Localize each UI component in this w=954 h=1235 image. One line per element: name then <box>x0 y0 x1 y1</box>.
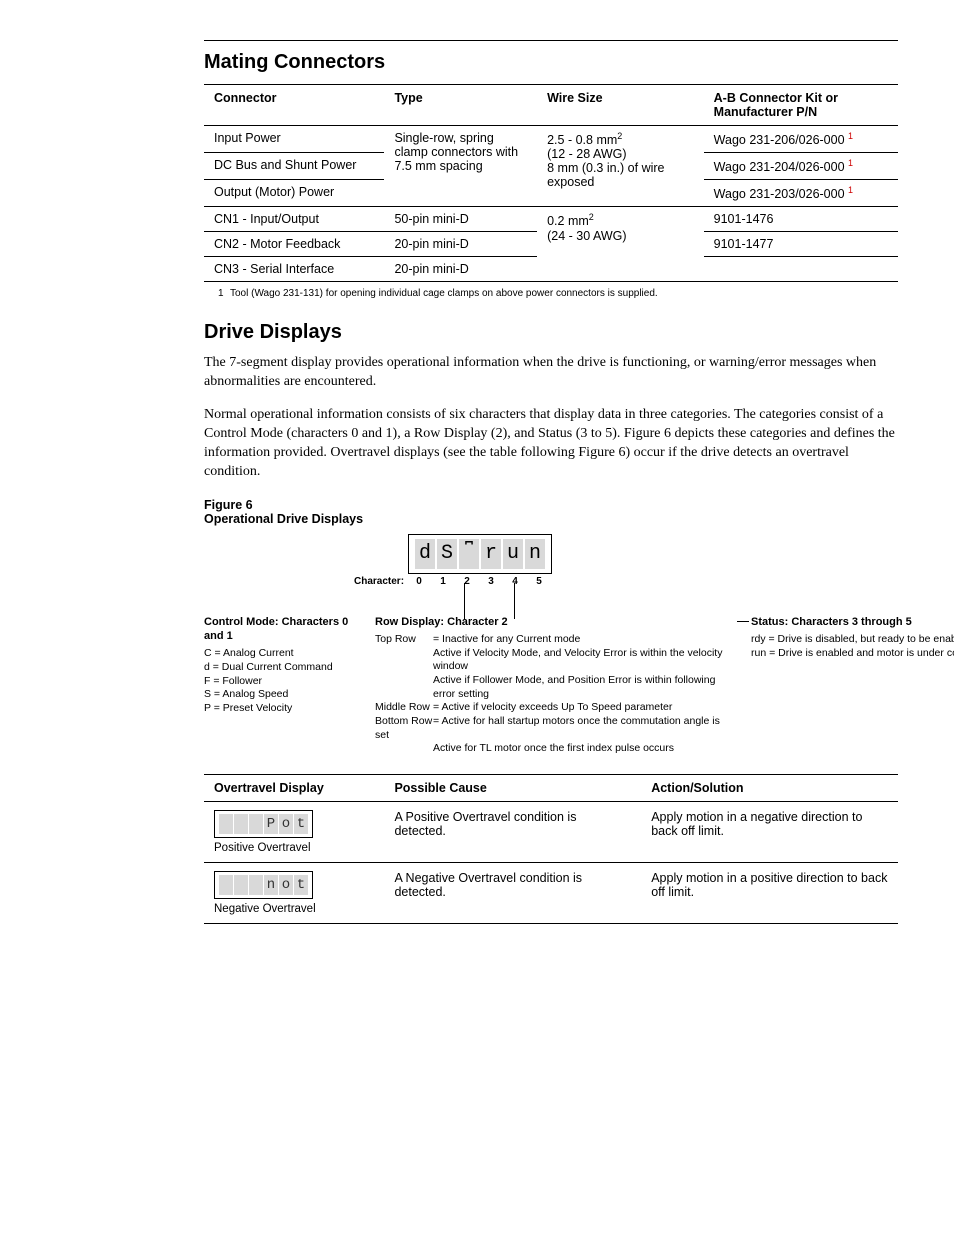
row-display-col: Row Display: Character 2 Top Row= Inacti… <box>375 615 735 756</box>
seg-cell: n <box>525 539 545 569</box>
mini-seg: t <box>294 814 308 834</box>
cell-wire-group2: 0.2 mm2 (24 - 30 AWG) <box>537 207 704 282</box>
mini-seg <box>219 814 233 834</box>
control-line: S = Analog Speed <box>204 688 359 702</box>
th-ot-action: Action/Solution <box>641 774 898 801</box>
th-type: Type <box>384 85 537 126</box>
drive-paragraph-1: The 7-segment display provides operation… <box>204 354 898 392</box>
th-pn: A-B Connector Kit or Manufacturer P/N <box>704 85 898 126</box>
seg-cell: r <box>481 539 501 569</box>
cell-type: 20-pin mini-D <box>384 232 537 257</box>
status-line: run = Drive is enabled and motor is unde… <box>751 647 954 661</box>
row-line: Active if Follower Mode, and Position Er… <box>375 674 735 701</box>
cell-type: 20-pin mini-D <box>384 257 537 282</box>
cell-connector: CN3 - Serial Interface <box>204 257 384 282</box>
cell-pn <box>704 257 898 282</box>
seven-seg-wrap: Character: d S ⎴ r u n 0 1 2 3 4 5 <box>354 534 898 587</box>
th-connector: Connector <box>204 85 384 126</box>
ot-seven-seg: P o t <box>214 810 313 838</box>
seg-index: 3 <box>480 576 502 587</box>
page-content: Mating Connectors Connector Type Wire Si… <box>204 40 898 924</box>
mini-seg <box>234 875 248 895</box>
seg-index: 1 <box>432 576 454 587</box>
mini-seg: o <box>279 814 293 834</box>
cell-type-group: Single-row, spring clamp connectors with… <box>384 126 537 207</box>
seg-cell: S <box>437 539 457 569</box>
row-line: Active if Velocity Mode, and Velocity Er… <box>375 647 735 674</box>
seven-seg-box: d S ⎴ r u n 0 1 2 3 4 5 <box>408 534 552 587</box>
ot-seven-seg: n o t <box>214 871 313 899</box>
cell-wire-group1: 2.5 - 0.8 mm2 (12 - 28 AWG) 8 mm (0.3 in… <box>537 126 704 207</box>
mini-seg <box>219 875 233 895</box>
mini-seg <box>234 814 248 834</box>
section-heading-drive: Drive Displays <box>204 321 898 344</box>
seg-cell: u <box>503 539 523 569</box>
ot-row: P o t Positive Overtravel A Positive Ove… <box>204 801 898 862</box>
cell-pn: Wago 231-203/026-000 1 <box>704 180 898 207</box>
th-ot-cause: Possible Cause <box>384 774 641 801</box>
ot-action: Apply motion in a positive direction to … <box>641 862 898 923</box>
cell-type: 50-pin mini-D <box>384 207 537 232</box>
character-label: Character: <box>354 576 404 587</box>
ot-cause: A Positive Overtravel condition is detec… <box>384 801 641 862</box>
mini-seg: n <box>264 875 278 895</box>
row-line: Top Row= Inactive for any Current mode <box>375 633 735 647</box>
seg-cell: ⎴ <box>459 539 479 569</box>
seg-index: 4 <box>504 576 526 587</box>
footnote-ref: 1 <box>848 131 853 141</box>
cell-pn: Wago 231-204/026-000 1 <box>704 153 898 180</box>
ot-display-cell: P o t Positive Overtravel <box>204 801 384 862</box>
ot-caption: Positive Overtravel <box>214 842 374 854</box>
status-col: Status: Characters 3 through 5 rdy = Dri… <box>751 615 954 756</box>
th-ot-display: Overtravel Display <box>204 774 384 801</box>
mini-seg <box>249 875 263 895</box>
row-line: Active for TL motor once the first index… <box>375 742 735 756</box>
cell-connector: Output (Motor) Power <box>204 180 384 207</box>
section-heading-mating: Mating Connectors <box>204 51 898 74</box>
th-wire: Wire Size <box>537 85 704 126</box>
seg-index: 2 <box>456 576 478 587</box>
row-line: Middle Row= Active if velocity exceeds U… <box>375 701 735 715</box>
drive-paragraph-2: Normal operational information consists … <box>204 406 898 482</box>
cell-pn: 9101-1477 <box>704 232 898 257</box>
figure6-explanation: Control Mode: Characters 0 and 1 C = Ana… <box>204 615 898 756</box>
control-mode-col: Control Mode: Characters 0 and 1 C = Ana… <box>204 615 359 756</box>
row-line: Bottom Row= Active for hall startup moto… <box>375 715 735 742</box>
ot-row: n o t Negative Overtravel A Negative Ove… <box>204 862 898 923</box>
figure-title: Operational Drive Displays <box>204 512 898 526</box>
cell-connector: DC Bus and Shunt Power <box>204 153 384 180</box>
ot-action: Apply motion in a negative direction to … <box>641 801 898 862</box>
cell-pn: 9101-1476 <box>704 207 898 232</box>
seg-index: 5 <box>528 576 550 587</box>
table-footnote: 1Tool (Wago 231-131) for opening individ… <box>218 288 898 299</box>
status-line: rdy = Drive is disabled, but ready to be… <box>751 633 954 647</box>
control-line: F = Follower <box>204 675 359 689</box>
status-title: Status: Characters 3 through 5 <box>751 615 954 629</box>
seg-index: 0 <box>408 576 430 587</box>
footnote-ref: 1 <box>848 158 853 168</box>
footnote-ref: 1 <box>848 185 853 195</box>
mini-seg <box>249 814 263 834</box>
figure-label: Figure 6 <box>204 498 898 512</box>
mini-seg: P <box>264 814 278 834</box>
ot-display-cell: n o t Negative Overtravel <box>204 862 384 923</box>
row-display-title: Row Display: Character 2 <box>375 615 735 629</box>
control-mode-title: Control Mode: Characters 0 and 1 <box>204 615 359 644</box>
cell-connector: CN2 - Motor Feedback <box>204 232 384 257</box>
overtravel-table: Overtravel Display Possible Cause Action… <box>204 774 898 924</box>
control-line: P = Preset Velocity <box>204 702 359 716</box>
ot-caption: Negative Overtravel <box>214 903 374 915</box>
ot-cause: A Negative Overtravel condition is detec… <box>384 862 641 923</box>
top-rule <box>204 40 898 41</box>
control-line: d = Dual Current Command <box>204 661 359 675</box>
cell-connector: CN1 - Input/Output <box>204 207 384 232</box>
control-line: C = Analog Current <box>204 647 359 661</box>
seg-cell: d <box>415 539 435 569</box>
cell-pn: Wago 231-206/026-000 1 <box>704 126 898 153</box>
mini-seg: t <box>294 875 308 895</box>
cell-connector: Input Power <box>204 126 384 153</box>
mating-connectors-table: Connector Type Wire Size A-B Connector K… <box>204 84 898 282</box>
mini-seg: o <box>279 875 293 895</box>
